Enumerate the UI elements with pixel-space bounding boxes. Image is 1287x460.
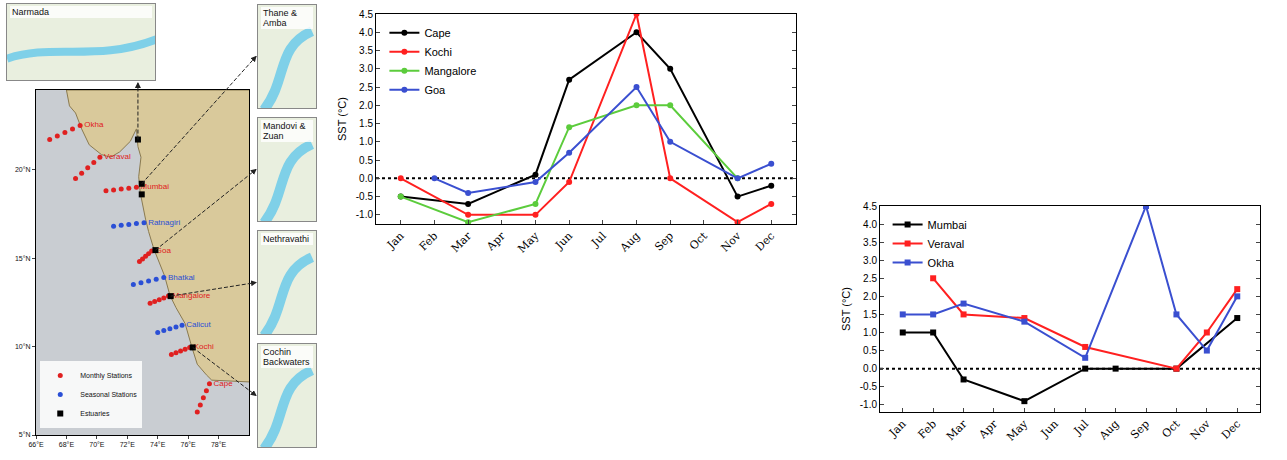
svg-text:70°E: 70°E	[89, 441, 105, 448]
svg-text:68°E: 68°E	[59, 441, 75, 448]
svg-text:0.0: 0.0	[359, 173, 373, 184]
svg-text:Mangalore: Mangalore	[172, 291, 210, 300]
svg-text:74°E: 74°E	[150, 441, 166, 448]
svg-text:Jun: Jun	[552, 230, 575, 253]
svg-text:78°E: 78°E	[211, 441, 227, 448]
svg-text:Feb: Feb	[417, 230, 441, 254]
html-text:Mandovi & Zuan: Mandovi & Zuan	[263, 121, 306, 141]
svg-text:Feb: Feb	[915, 418, 939, 442]
svg-text:3.0: 3.0	[359, 63, 373, 74]
html-text:Thane & Amba: Thane & Amba	[263, 8, 297, 28]
svg-text:Mumbai: Mumbai	[928, 219, 967, 231]
svg-text:Mar: Mar	[944, 417, 970, 443]
svg-text:Apr: Apr	[484, 229, 509, 254]
svg-text:2.0: 2.0	[359, 100, 373, 111]
svg-text:Estuaries: Estuaries	[80, 410, 110, 417]
svg-text:Apr: Apr	[976, 417, 1001, 442]
svg-text:4.0: 4.0	[359, 27, 373, 38]
svg-text:76°E: 76°E	[181, 441, 197, 448]
svg-text:20°N: 20°N	[15, 166, 31, 173]
svg-text:Aug: Aug	[617, 230, 643, 256]
svg-text:Jun: Jun	[1038, 418, 1061, 441]
svg-text:Mumbai: Mumbai	[141, 182, 170, 191]
svg-text:Oct: Oct	[1159, 417, 1182, 440]
svg-text:4.5: 4.5	[359, 9, 373, 20]
svg-text:2.5: 2.5	[863, 273, 877, 284]
svg-text:3.5: 3.5	[863, 237, 877, 248]
svg-text:Dec: Dec	[753, 230, 777, 254]
svg-text:-1.0: -1.0	[860, 399, 878, 410]
svg-text:Veraval: Veraval	[928, 238, 965, 250]
svg-text:4.5: 4.5	[863, 201, 877, 212]
svg-text:Jan: Jan	[384, 230, 407, 253]
svg-text:Aug: Aug	[1096, 418, 1122, 444]
svg-text:-0.5: -0.5	[860, 381, 878, 392]
svg-text:-1.0: -1.0	[356, 209, 374, 220]
svg-text:Monthly Stations: Monthly Stations	[80, 372, 132, 380]
svg-text:1.0: 1.0	[359, 136, 373, 147]
svg-text:72°E: 72°E	[120, 441, 136, 448]
svg-text:15°N: 15°N	[15, 255, 31, 262]
svg-text:3.0: 3.0	[863, 255, 877, 266]
svg-text:Okha: Okha	[928, 257, 955, 269]
svg-text:0.0: 0.0	[863, 363, 877, 374]
svg-text:Seasonal Stations: Seasonal Stations	[80, 391, 137, 398]
svg-text:3.5: 3.5	[359, 45, 373, 56]
svg-text:4.0: 4.0	[863, 219, 877, 230]
svg-text:Sep: Sep	[652, 230, 676, 254]
svg-text:1.0: 1.0	[863, 327, 877, 338]
html-text:Nethravathi: Nethravathi	[263, 234, 309, 244]
svg-text:Goa: Goa	[156, 246, 172, 255]
svg-text:Goa: Goa	[424, 84, 446, 96]
svg-text:Kochi: Kochi	[424, 46, 452, 58]
svg-text:2.0: 2.0	[863, 291, 877, 302]
svg-text:Dec: Dec	[1219, 418, 1243, 442]
html-text:Cochin Backwaters: Cochin Backwaters	[263, 347, 310, 367]
svg-text:1.5: 1.5	[863, 309, 877, 320]
svg-text:10°N: 10°N	[15, 343, 31, 350]
svg-text:5°N: 5°N	[19, 431, 31, 438]
svg-text:May: May	[1004, 417, 1031, 444]
svg-text:0.5: 0.5	[863, 345, 877, 356]
svg-text:Cape: Cape	[214, 379, 234, 388]
svg-text:Kochi: Kochi	[194, 342, 214, 351]
svg-text:Sep: Sep	[1128, 418, 1152, 442]
svg-text:0.5: 0.5	[359, 155, 373, 166]
svg-text:May: May	[515, 229, 542, 256]
svg-text:Nov: Nov	[1188, 417, 1214, 443]
svg-text:Okha: Okha	[84, 120, 104, 129]
svg-text:-0.5: -0.5	[356, 191, 374, 202]
svg-text:Jul: Jul	[1071, 417, 1092, 438]
svg-text:Oct: Oct	[687, 229, 710, 252]
svg-text:SST (°C): SST (°C)	[840, 287, 852, 331]
svg-text:SST (°C): SST (°C)	[336, 97, 348, 141]
svg-text:Cape: Cape	[424, 27, 450, 39]
svg-text:Veraval: Veraval	[104, 152, 131, 161]
svg-text:Calicut: Calicut	[186, 320, 211, 329]
svg-text:Jan: Jan	[886, 418, 909, 441]
svg-text:Bhatkal: Bhatkal	[168, 273, 195, 282]
html-text:Narmada: Narmada	[12, 7, 49, 17]
svg-text:2.5: 2.5	[359, 82, 373, 93]
svg-text:66°E: 66°E	[28, 441, 44, 448]
svg-text:Nov: Nov	[719, 229, 745, 255]
svg-text:Jul: Jul	[588, 229, 609, 250]
svg-text:Ratnagiri: Ratnagiri	[148, 218, 180, 227]
svg-text:Mar: Mar	[449, 229, 475, 255]
svg-text:1.5: 1.5	[359, 118, 373, 129]
svg-text:Mangalore: Mangalore	[424, 65, 476, 77]
